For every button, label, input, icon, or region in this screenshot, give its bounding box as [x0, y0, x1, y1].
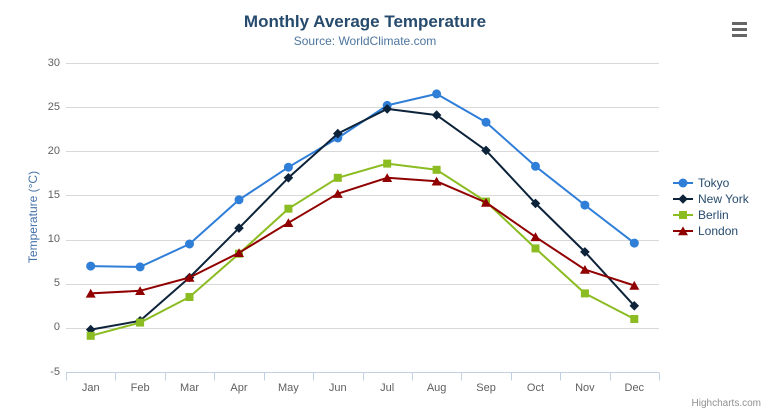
- export-menu-button[interactable]: [729, 19, 750, 40]
- legend-symbol-triangle: [673, 225, 693, 235]
- chart-title: Monthly Average Temperature: [243, 12, 487, 31]
- point-new-york-jul: [382, 104, 392, 114]
- series-line-new-york: [89, 107, 636, 331]
- legend-label: London: [698, 223, 739, 238]
- point-berlin-nov: [580, 289, 589, 298]
- x-axis-label-jul: Jul: [380, 382, 395, 394]
- point-london-jan: [85, 288, 96, 298]
- legend-label: Berlin: [698, 207, 729, 222]
- x-axis-label-feb: Feb: [130, 382, 150, 394]
- credits-link[interactable]: Highcharts.com: [691, 398, 761, 409]
- point-london-aug: [431, 176, 442, 186]
- point-tokyo-nov: [580, 200, 590, 210]
- point-berlin-oct: [531, 244, 540, 253]
- legend-item-berlin[interactable]: Berlin: [673, 207, 749, 222]
- x-axis-label-sep: Sep: [476, 382, 496, 394]
- point-tokyo-mar: [185, 239, 194, 249]
- y-axis-label: 20: [47, 144, 60, 157]
- y-axis-label: -5: [50, 365, 60, 378]
- y-axis-label: 25: [47, 100, 60, 113]
- point-berlin-feb: [136, 318, 145, 327]
- x-axis-label-jan: Jan: [81, 382, 100, 394]
- legend-marker-diamond: [678, 193, 688, 204]
- legend-label: New York: [698, 191, 749, 206]
- point-london-nov: [579, 265, 590, 274]
- point-new-york-sep: [481, 145, 491, 156]
- point-london-sep: [481, 197, 491, 207]
- point-tokyo-oct: [531, 161, 540, 171]
- point-tokyo-sep: [481, 117, 491, 127]
- point-london-apr: [234, 248, 244, 257]
- point-tokyo-jan: [86, 261, 96, 271]
- point-tokyo-apr: [234, 195, 244, 205]
- point-new-york-apr: [234, 223, 244, 233]
- legend-marker-triangle: [678, 225, 688, 235]
- point-berlin-dec: [630, 315, 639, 323]
- y-axis-label: 0: [53, 321, 60, 334]
- x-axis-label-dec: Dec: [624, 382, 645, 394]
- point-new-york-oct: [530, 198, 541, 209]
- point-new-york-may: [283, 173, 294, 183]
- series-line-london: [89, 176, 636, 295]
- series-tokyo: [86, 89, 639, 272]
- legend-item-london[interactable]: London: [673, 223, 749, 238]
- x-axis-label-jun: Jun: [328, 382, 347, 394]
- point-new-york-nov: [580, 247, 590, 257]
- point-new-york-jun: [333, 128, 343, 139]
- legend-symbol-diamond: [673, 193, 693, 204]
- point-london-jun: [332, 189, 343, 198]
- point-london-oct: [530, 232, 541, 242]
- x-axis-label-oct: Oct: [526, 382, 545, 394]
- legend-marker-square: [679, 210, 687, 219]
- y-axis-label: 30: [47, 56, 60, 69]
- legend: Tokyo New York Berlin London: [673, 175, 749, 238]
- point-berlin-jan: [86, 331, 95, 340]
- x-axis-label-may: May: [277, 382, 299, 394]
- legend-symbol-square: [673, 210, 693, 219]
- point-tokyo-feb: [135, 262, 145, 272]
- chart-subtitle: Source: WorldClimate.com: [293, 34, 437, 48]
- x-axis-label-aug: Aug: [426, 382, 447, 394]
- y-axis-label: 10: [47, 233, 60, 246]
- x-axis-label-apr: Apr: [230, 382, 248, 394]
- point-berlin-jun: [333, 173, 342, 182]
- point-london-may: [283, 218, 294, 227]
- point-berlin-jul: [383, 159, 392, 168]
- point-tokyo-dec: [629, 238, 639, 248]
- x-axis-label-mar: Mar: [180, 382, 199, 394]
- point-tokyo-aug: [432, 89, 442, 99]
- hamburger-menu-icon: [732, 34, 747, 37]
- series-line-berlin: [89, 162, 636, 337]
- legend-label: Tokyo: [698, 175, 730, 190]
- legend-item-tokyo[interactable]: Tokyo: [673, 175, 749, 190]
- series-new-york: [85, 104, 640, 335]
- point-london-dec: [629, 280, 640, 290]
- point-new-york-aug: [431, 110, 442, 120]
- point-london-jul: [382, 173, 393, 182]
- legend-symbol-circle: [673, 178, 693, 187]
- point-london-feb: [135, 286, 146, 295]
- point-berlin-aug: [432, 165, 441, 174]
- series-london: [85, 173, 640, 298]
- point-tokyo-may: [283, 162, 293, 172]
- hamburger-menu-icon: [732, 22, 747, 25]
- legend-item-new-york[interactable]: New York: [673, 191, 749, 206]
- point-new-york-dec: [629, 301, 640, 311]
- point-berlin-may: [284, 204, 293, 213]
- point-berlin-mar: [185, 293, 194, 301]
- y-axis-label: 5: [53, 277, 60, 290]
- y-axis-label: 15: [47, 188, 60, 201]
- legend-marker-circle: [678, 178, 688, 187]
- x-axis-label-nov: Nov: [575, 382, 595, 394]
- hamburger-menu-icon: [732, 28, 747, 31]
- point-london-mar: [184, 272, 195, 282]
